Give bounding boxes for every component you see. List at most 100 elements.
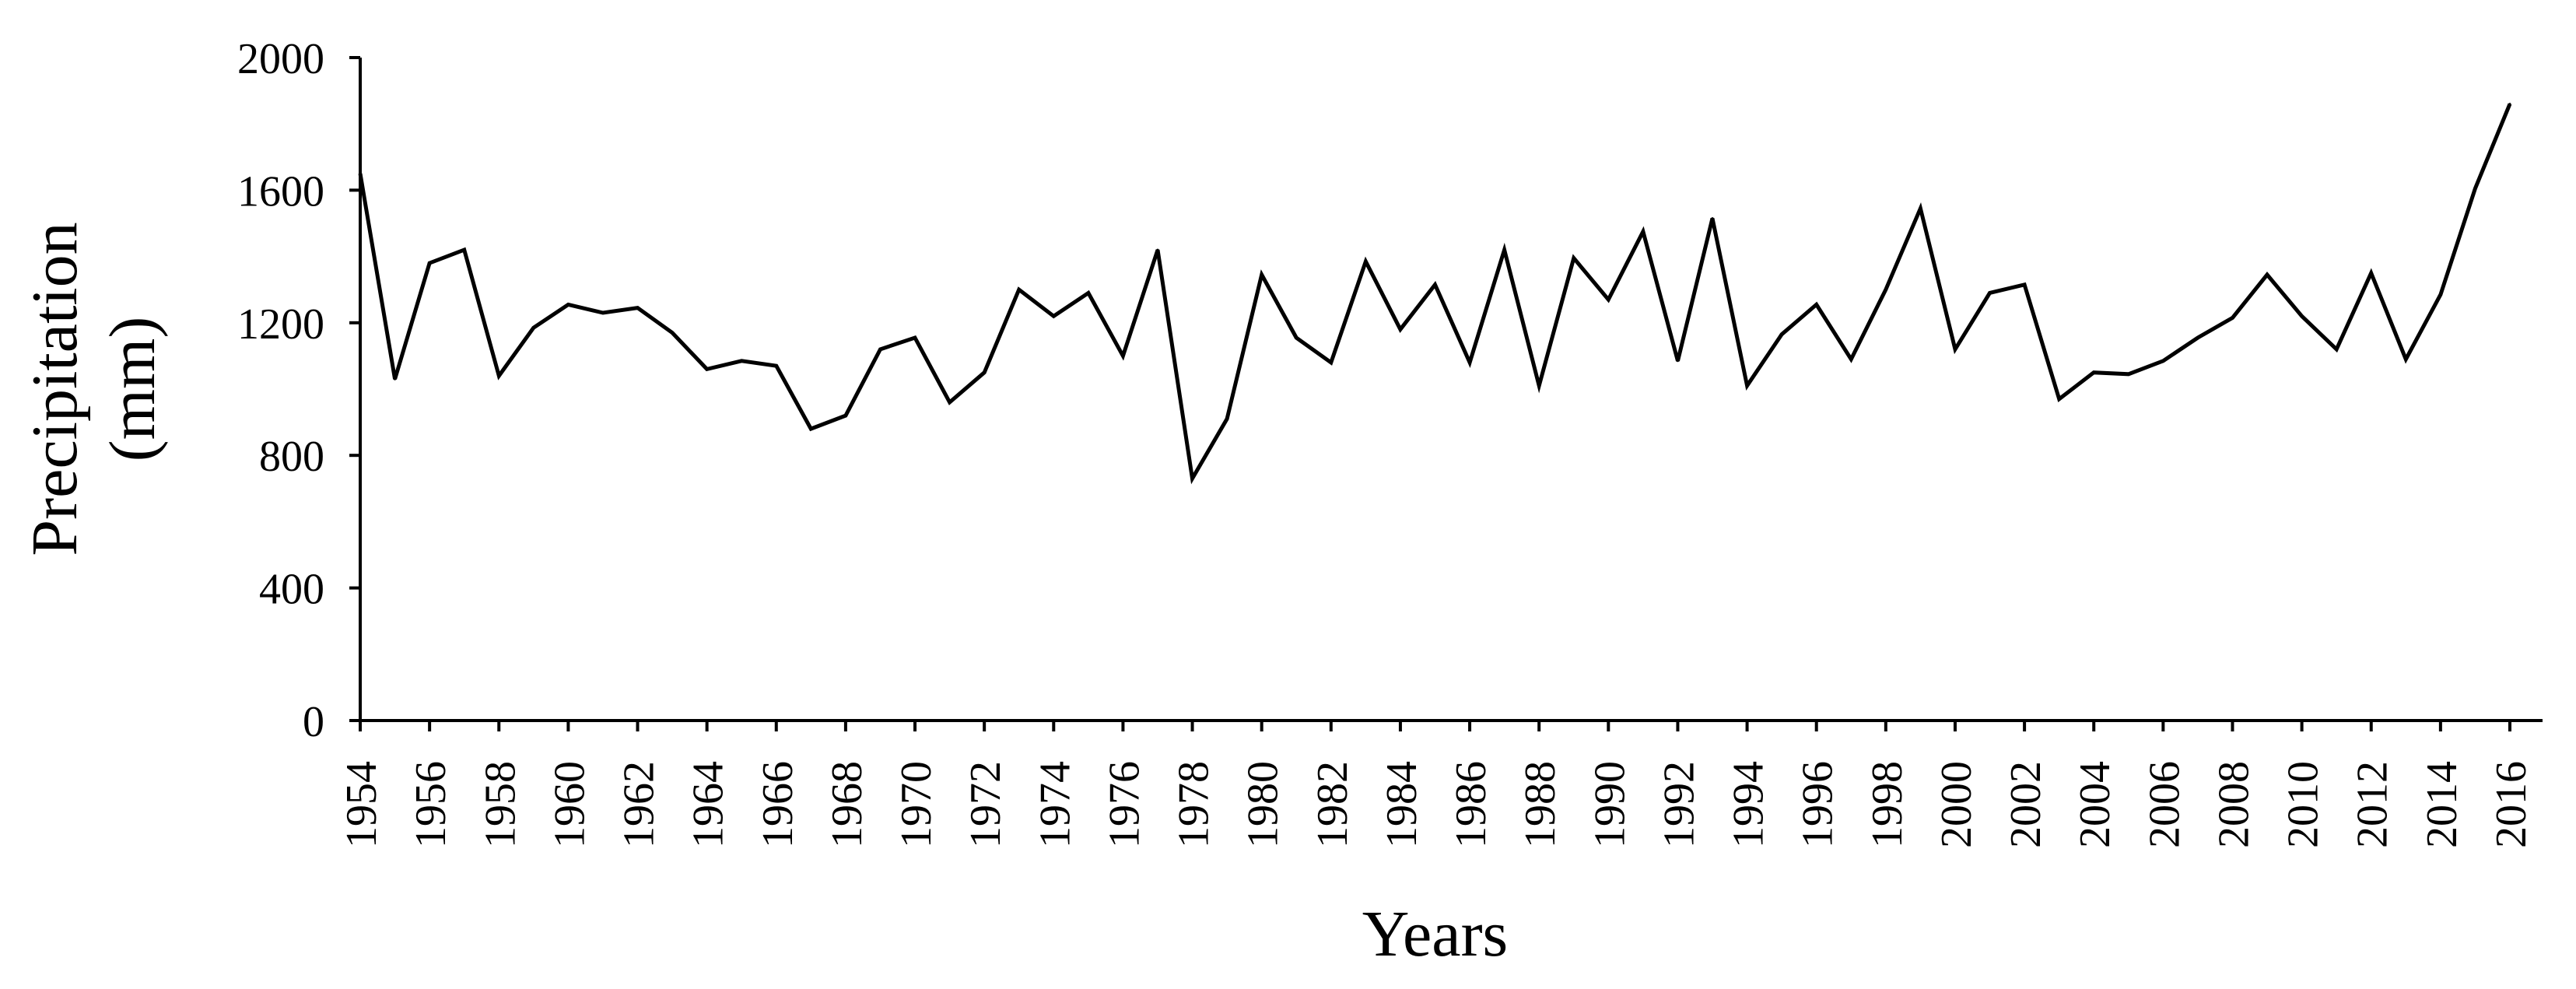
data-point bbox=[1849, 358, 1852, 361]
data-point bbox=[1815, 303, 1818, 306]
x-tick-label: 1972 bbox=[962, 761, 1010, 848]
y-ticks: 0 400 800 1200 1600 2000 bbox=[237, 35, 360, 746]
x-tick-label: 1958 bbox=[476, 761, 524, 848]
data-point bbox=[1052, 314, 1055, 317]
data-point bbox=[1676, 359, 1679, 363]
data-point bbox=[2127, 373, 2130, 376]
data-point bbox=[775, 364, 778, 367]
data-point bbox=[948, 401, 952, 404]
data-point bbox=[2370, 272, 2373, 275]
data-point bbox=[2231, 316, 2234, 319]
x-tick-label: 1990 bbox=[1586, 761, 1634, 848]
data-point bbox=[2161, 359, 2164, 363]
x-tick-label: 1976 bbox=[1100, 761, 1148, 848]
data-point bbox=[1225, 417, 1228, 420]
y-axis-title-line: Precipitation bbox=[19, 222, 91, 556]
data-point bbox=[2196, 336, 2199, 339]
data-point bbox=[671, 331, 674, 335]
data-point bbox=[1364, 260, 1367, 263]
data-point bbox=[1503, 248, 1506, 251]
data-point bbox=[1295, 336, 1298, 339]
data-point bbox=[1642, 230, 1645, 233]
data-point bbox=[2335, 348, 2338, 351]
data-point bbox=[1468, 361, 1471, 364]
y-tick-label: 2000 bbox=[237, 35, 324, 83]
x-tick-label: 1962 bbox=[615, 761, 664, 848]
data-point bbox=[2266, 273, 2269, 276]
x-tick-label: 2004 bbox=[2071, 761, 2119, 848]
y-axis-title: Precipitation (mm) bbox=[19, 222, 169, 556]
data-point bbox=[566, 303, 570, 306]
data-point bbox=[878, 348, 881, 351]
x-tick-label: 2012 bbox=[2349, 761, 2397, 848]
y-tick-label: 800 bbox=[259, 433, 324, 481]
data-point bbox=[1572, 257, 1575, 260]
x-tick-label: 1986 bbox=[1447, 761, 1495, 848]
data-point bbox=[1989, 291, 1992, 294]
data-point bbox=[1884, 288, 1887, 291]
data-point bbox=[532, 326, 535, 329]
data-point bbox=[913, 336, 916, 339]
y-axis-title-line: (mm) bbox=[96, 317, 169, 462]
data-point bbox=[1607, 298, 1610, 301]
x-tick-label: 1968 bbox=[823, 761, 871, 848]
x-ticks: 1954 1956 1958 1960 1962 1964 1966 1968 1970 1972… bbox=[338, 721, 2536, 848]
data-point bbox=[1711, 217, 1714, 220]
x-tick-label: 1978 bbox=[1170, 761, 1218, 848]
data-point bbox=[809, 427, 812, 430]
data-point bbox=[1018, 288, 1021, 291]
x-tick-label: 1960 bbox=[545, 761, 594, 848]
data-point bbox=[1399, 328, 1402, 331]
y-tick-label: 0 bbox=[303, 698, 324, 746]
data-point bbox=[1746, 384, 1749, 388]
x-tick-label: 2010 bbox=[2280, 761, 2328, 848]
x-tick-label: 1984 bbox=[1378, 761, 1426, 848]
x-tick-label: 1992 bbox=[1655, 761, 1703, 848]
x-tick-label: 2000 bbox=[1933, 761, 1981, 848]
series-layer bbox=[358, 103, 2512, 485]
x-tick-label: 2006 bbox=[2140, 761, 2189, 848]
data-point bbox=[1121, 354, 1124, 357]
x-tick-label: 2002 bbox=[2002, 761, 2050, 848]
x-tick-label: 1996 bbox=[1794, 761, 1842, 848]
data-point bbox=[706, 367, 709, 370]
y-tick-label: 1200 bbox=[237, 300, 324, 349]
x-axis-title: Years bbox=[1362, 898, 1508, 970]
x-tick-label: 1966 bbox=[754, 761, 802, 848]
data-point bbox=[2092, 371, 2095, 374]
x-tick-label: 2016 bbox=[2487, 761, 2536, 848]
x-tick-label: 1998 bbox=[1863, 761, 1912, 848]
data-point bbox=[1087, 291, 1090, 294]
data-point bbox=[394, 377, 397, 381]
x-tick-label: 1988 bbox=[1516, 761, 1565, 848]
data-point bbox=[1156, 248, 1159, 251]
data-point bbox=[359, 172, 362, 175]
x-tick-label: 1980 bbox=[1239, 761, 1288, 848]
data-point bbox=[1780, 333, 1783, 336]
x-tick-label: 1982 bbox=[1309, 761, 1357, 848]
data-point bbox=[983, 371, 986, 374]
data-point bbox=[1330, 361, 1333, 364]
y-tick-label: 400 bbox=[259, 566, 324, 614]
data-point bbox=[1434, 283, 1436, 286]
data-point bbox=[1537, 384, 1540, 388]
data-point bbox=[844, 414, 847, 417]
data-point bbox=[2508, 103, 2511, 106]
x-tick-label: 2008 bbox=[2210, 761, 2258, 848]
x-tick-label: 1970 bbox=[892, 761, 941, 848]
x-tick-label: 1964 bbox=[685, 761, 733, 848]
axes bbox=[359, 58, 2543, 722]
x-tick-label: 1954 bbox=[338, 761, 386, 848]
data-point bbox=[636, 307, 640, 310]
x-tick-label: 1994 bbox=[1725, 761, 1773, 848]
data-point bbox=[601, 311, 605, 314]
data-point bbox=[2023, 283, 2026, 286]
data-point bbox=[463, 248, 466, 251]
data-point bbox=[740, 359, 743, 363]
data-point bbox=[2058, 398, 2061, 401]
data-point bbox=[1191, 477, 1194, 480]
series-line bbox=[358, 103, 2512, 485]
x-tick-label: 1956 bbox=[407, 761, 455, 848]
